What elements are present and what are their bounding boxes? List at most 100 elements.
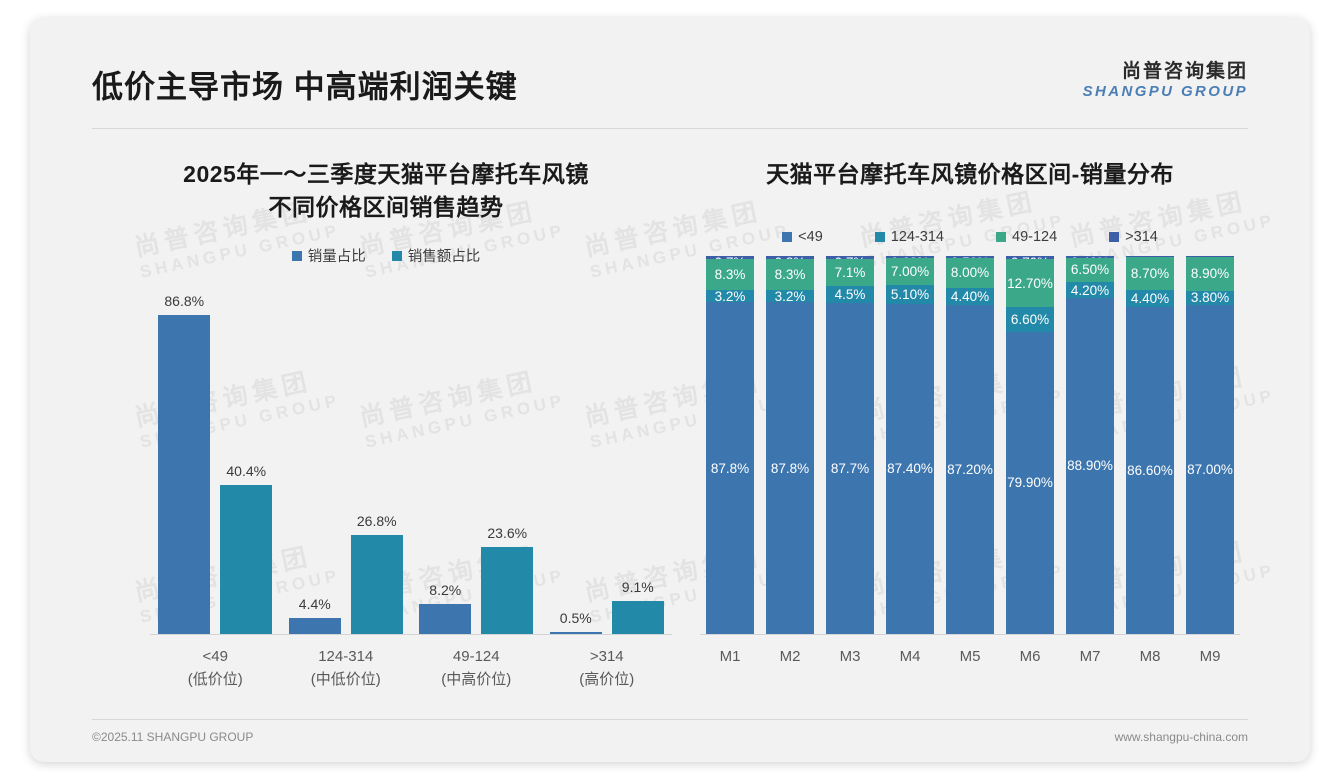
bar-value-label: 40.4% — [226, 463, 267, 480]
bar-value-label: 23.6% — [487, 525, 528, 542]
stack-segment[interactable]: 87.8% — [706, 302, 754, 634]
stack-segment-label: 7.1% — [834, 264, 866, 280]
bar-group: 86.8% 40.4% — [150, 293, 281, 634]
stack-segment[interactable]: 6.60% — [1006, 307, 1054, 332]
stack-segment-label: 87.20% — [947, 461, 993, 477]
bar-rect[interactable] — [611, 600, 664, 634]
stack-segment[interactable]: 3.2% — [706, 289, 754, 304]
right-chart-panel: 天猫平台摩托车风镜价格区间-销量分布 <49 124-314 49-124 >314 … — [692, 136, 1248, 698]
stack-segment[interactable]: 88.90% — [1066, 297, 1114, 634]
stack-segment[interactable]: 86.60% — [1126, 306, 1174, 634]
stacked-bar[interactable]: 0.60%7.00%5.10%87.40% — [886, 256, 934, 634]
stack-segment-label: 3.2% — [774, 288, 806, 304]
legend-item-label: 49-124 — [1012, 228, 1058, 245]
month-label: M6 — [1019, 648, 1041, 665]
bar-column[interactable]: 0.5% — [549, 304, 602, 634]
bar-rect[interactable] — [158, 314, 211, 634]
stacked-bar[interactable]: 0.30%8.70%4.40%86.60% — [1126, 256, 1174, 634]
stack-segment-label: 87.00% — [1187, 462, 1233, 478]
stack-segment-label: 4.40% — [950, 288, 990, 304]
stack-segment[interactable]: 8.3% — [766, 259, 814, 291]
legend-item-49-124[interactable]: 49-124 — [996, 229, 1057, 245]
stack-segment[interactable]: 87.40% — [886, 303, 934, 634]
legend-item-124-314[interactable]: 124-314 — [874, 229, 944, 245]
stack-column: 0.40%6.50%4.20%88.90% — [1060, 256, 1120, 634]
bar-rect[interactable] — [549, 632, 602, 634]
stack-segment[interactable]: 87.7% — [826, 302, 874, 634]
stacked-bar[interactable]: 0.7%7.1%4.5%87.7% — [826, 256, 874, 634]
stack-segment[interactable]: 5.10% — [886, 284, 934, 304]
bar-rect[interactable] — [419, 603, 472, 634]
legend-item->314[interactable]: >314 — [1109, 229, 1158, 245]
category-label-range: <49 — [202, 648, 228, 665]
stack-segment[interactable]: 79.90% — [1006, 331, 1054, 634]
category-label-range: 124-314 — [318, 648, 374, 665]
stack-segment[interactable]: 3.80% — [1186, 290, 1234, 305]
stack-column: 0.7%7.1%4.5%87.7% — [820, 256, 880, 634]
bar-rect[interactable] — [481, 547, 534, 634]
stack-segment[interactable]: 4.40% — [1126, 290, 1174, 307]
bar-value-label: 0.5% — [559, 610, 592, 626]
stack-segment-label: 4.5% — [834, 286, 866, 302]
bar-column[interactable]: 8.2% — [419, 304, 472, 634]
legend-item-销量占比[interactable]: 销量占比 — [291, 245, 366, 266]
bar-column[interactable]: 23.6% — [481, 304, 534, 634]
brand-logo: 尚普咨询集团 SHANGPU GROUP — [1083, 62, 1248, 100]
month-label: M2 — [779, 648, 801, 665]
stack-segment[interactable]: 4.5% — [826, 285, 874, 303]
bar-column[interactable]: 26.8% — [350, 304, 403, 634]
stack-segment[interactable]: 4.40% — [946, 288, 994, 305]
stack-segment[interactable]: 7.1% — [826, 258, 874, 286]
bar-column[interactable]: 40.4% — [220, 304, 273, 634]
stack-segment[interactable]: 12.70% — [1006, 259, 1054, 308]
stacked-bar[interactable]: 0.8%8.3%3.2%87.8% — [766, 256, 814, 634]
month-label: M5 — [959, 648, 981, 665]
left-chart-legend: 销量占比 销售额占比 — [92, 245, 680, 266]
legend-item-label: >314 — [1125, 228, 1158, 245]
legend-swatch-icon — [1109, 231, 1120, 242]
stacked-bar[interactable]: 0.7%8.3%3.2%87.8% — [706, 256, 754, 634]
stacked-bar[interactable]: 0.50%8.00%4.40%87.20% — [946, 256, 994, 634]
stack-segment[interactable]: 87.20% — [946, 304, 994, 634]
bar-rect[interactable] — [288, 617, 341, 634]
bar-group: 0.5% 9.1% — [542, 304, 673, 634]
bar-rect[interactable] — [350, 535, 403, 634]
stack-segment[interactable]: 6.50% — [1066, 257, 1114, 283]
stacked-bar[interactable]: 0.30%8.90%3.80%87.00% — [1186, 256, 1234, 634]
bar-rect[interactable] — [220, 485, 273, 634]
stacked-bar[interactable]: 0.40%6.50%4.20%88.90% — [1066, 256, 1114, 634]
stack-segment[interactable]: 7.00% — [886, 258, 934, 285]
bar-column[interactable]: 86.8% — [158, 293, 211, 634]
stacked-bar[interactable]: 0.70%12.70%6.60%79.90% — [1006, 256, 1054, 634]
stack-segment[interactable]: 87.00% — [1186, 305, 1234, 634]
category-label-tier: (低价位) — [187, 670, 243, 688]
stack-segment-label: 6.60% — [1010, 312, 1050, 328]
legend-item-<49[interactable]: <49 — [782, 229, 823, 245]
stack-segment-label: 8.3% — [714, 266, 746, 282]
stack-segment[interactable]: 8.00% — [946, 257, 994, 289]
legend-item-销售额占比[interactable]: 销售额占比 — [391, 245, 480, 266]
category-label-range: 49-124 — [452, 648, 500, 665]
category-label: >314 (高价位) — [542, 636, 673, 698]
legend-item-label: <49 — [798, 228, 823, 245]
left-chart-title-line1: 2025年一～三季度天猫平台摩托车风镜 — [183, 161, 589, 187]
stack-segment[interactable]: 8.90% — [1186, 257, 1234, 291]
stack-segment[interactable]: 3.2% — [766, 288, 814, 304]
stack-segment-label: 8.00% — [950, 265, 990, 281]
bar-value-label: 26.8% — [356, 513, 397, 530]
legend-swatch-icon — [996, 231, 1006, 242]
stack-segment[interactable]: 87.8% — [766, 302, 814, 634]
category-label-tier: (中低价位) — [310, 670, 381, 688]
stack-segment-label: 88.90% — [1067, 458, 1113, 474]
stack-segment-label: 87.7% — [830, 460, 870, 476]
bar-group: 4.4% 26.8% — [281, 304, 412, 634]
legend-swatch-icon — [291, 250, 302, 261]
left-chart-title-line2: 不同价格区间销售趋势 — [268, 193, 504, 220]
bar-column[interactable]: 9.1% — [611, 304, 664, 634]
stack-segment[interactable]: 4.20% — [1066, 282, 1114, 298]
stack-segment[interactable]: 8.70% — [1126, 257, 1174, 291]
page-title: 低价主导市场 中高端利润关键 — [92, 69, 518, 105]
bar-column[interactable]: 4.4% — [288, 304, 341, 634]
stack-column: 0.30%8.90%3.80%87.00% — [1180, 256, 1240, 634]
stack-segment[interactable]: 8.3% — [706, 258, 754, 291]
